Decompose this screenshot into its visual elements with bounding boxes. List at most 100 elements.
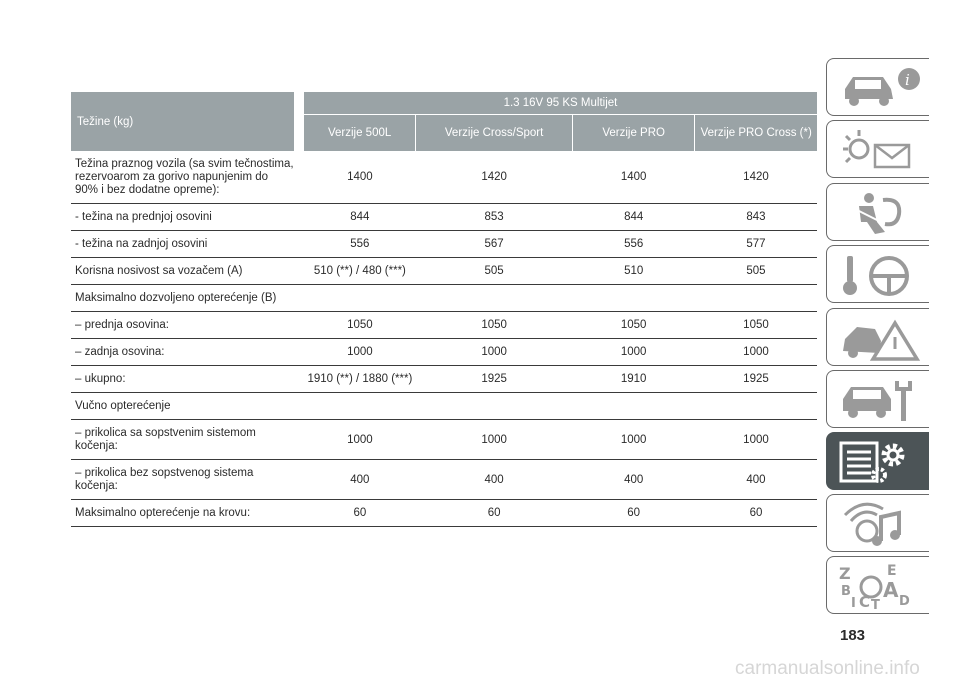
table-row: Maksimalno opterećenje na krovu: 60 60 60 60 <box>71 499 817 527</box>
row-value: 510 <box>572 257 695 285</box>
row-value: 60 <box>572 499 695 527</box>
svg-text:C: C <box>859 593 870 609</box>
table-row: – prednja osovina: 1050 1050 1050 1050 <box>71 311 817 339</box>
row-gap <box>294 499 304 527</box>
row-value: 1420 <box>694 151 817 204</box>
car-maintenance-tools-icon <box>843 381 912 421</box>
header-gap <box>294 92 304 151</box>
row-value <box>415 392 573 420</box>
tab-emergency[interactable] <box>826 308 929 366</box>
row-gap <box>294 151 304 204</box>
row-value: 1400 <box>303 151 416 204</box>
row-value: 1000 <box>694 419 817 460</box>
row-value: 567 <box>415 230 573 258</box>
row-value: 844 <box>303 203 416 231</box>
weights-table: Težine (kg) 1.3 16V 95 KS Multijet Verzi… <box>71 92 817 527</box>
row-label: – ukupno: <box>71 365 295 393</box>
svg-text:I: I <box>851 596 856 609</box>
row-value <box>694 284 817 312</box>
row-value: 1000 <box>572 419 695 460</box>
row-value <box>694 392 817 420</box>
tab-technical-specifications[interactable] <box>826 432 929 490</box>
row-value: 1000 <box>415 338 573 366</box>
warning-lights-message-icon <box>843 130 911 169</box>
svg-text:T: T <box>871 598 880 609</box>
tab-safety[interactable] <box>826 183 929 241</box>
row-value: 1000 <box>303 338 416 366</box>
tab-multimedia[interactable] <box>826 494 929 552</box>
row-gap <box>294 459 304 500</box>
row-gap <box>294 419 304 460</box>
row-value: 844 <box>572 203 695 231</box>
tab-car-info[interactable]: i <box>826 58 929 116</box>
row-gap <box>294 203 304 231</box>
table-row: – prikolica sa sopstvenim sistemom kočen… <box>71 419 817 460</box>
row-value: 577 <box>694 230 817 258</box>
row-gap <box>294 392 304 420</box>
table-row: – ukupno: 1910 (**) / 1880 (***) 1925 1910 1… <box>71 365 817 393</box>
svg-text:i: i <box>905 71 910 89</box>
row-label: – zadnja osovina: <box>71 338 295 366</box>
table-row: - težina na prednjoj osovini 844 853 844 843 <box>71 203 817 231</box>
multimedia-music-icon <box>843 502 901 546</box>
row-value: 1000 <box>572 338 695 366</box>
row-label: - težina na prednjoj osovini <box>71 203 295 231</box>
row-value: 400 <box>303 459 416 500</box>
row-value: 1400 <box>572 151 695 204</box>
row-value: 1910 <box>572 365 695 393</box>
table-row: Vučno opterećenje <box>71 392 817 420</box>
row-value: 853 <box>415 203 573 231</box>
row-value: 556 <box>303 230 416 258</box>
row-value: 510 (**) / 480 (***) <box>303 257 416 285</box>
row-value: 1420 <box>415 151 573 204</box>
weights-header: Težine (kg) <box>71 92 295 151</box>
row-label: - težina na zadnjoj osovini <box>71 230 295 258</box>
key-steering-wheel-icon <box>843 256 909 296</box>
row-value: 843 <box>694 203 817 231</box>
row-value: 505 <box>415 257 573 285</box>
variant-header-500l: Verzije 500L <box>303 114 416 151</box>
table-row: Težina praznog vozila (sa svim tečnostim… <box>71 151 817 204</box>
row-value: 1050 <box>415 311 573 339</box>
row-value: 400 <box>415 459 573 500</box>
table-row: – zadnja osovina: 1000 1000 1000 1000 <box>71 338 817 366</box>
variant-header-pro-cross: Verzije PRO Cross (*) <box>694 114 817 151</box>
svg-text:B: B <box>841 584 851 599</box>
car-breakdown-triangle-icon <box>843 319 921 361</box>
svg-text:Z: Z <box>839 564 851 583</box>
row-gap <box>294 311 304 339</box>
watermark: carmanualsonline.info <box>735 658 920 679</box>
row-gap <box>294 257 304 285</box>
row-gap <box>294 284 304 312</box>
row-value: 60 <box>415 499 573 527</box>
row-value: 505 <box>694 257 817 285</box>
row-value: 1000 <box>694 338 817 366</box>
row-value: 1925 <box>415 365 573 393</box>
row-value: 60 <box>303 499 416 527</box>
svg-text:A: A <box>883 578 899 602</box>
svg-text:D: D <box>899 594 910 609</box>
row-value <box>303 392 416 420</box>
row-value <box>572 392 695 420</box>
row-label: Težina praznog vozila (sa svim tečnostim… <box>71 151 295 204</box>
row-label: Vučno opterećenje <box>71 392 295 420</box>
engine-header: 1.3 16V 95 KS Multijet <box>303 92 817 115</box>
row-value <box>303 284 416 312</box>
table-row: Korisna nosivost sa vozačem (A) 510 (**) … <box>71 257 817 285</box>
row-label: Maksimalno opterećenje na krovu: <box>71 499 295 527</box>
variant-header-pro: Verzije PRO <box>571 114 695 151</box>
row-value: 1910 (**) / 1880 (***) <box>303 365 416 393</box>
car-info-icon: i <box>845 68 920 106</box>
tab-warning-lights[interactable] <box>826 120 929 178</box>
row-value: 1050 <box>694 311 817 339</box>
tab-maintenance[interactable] <box>826 370 929 428</box>
row-label: – prikolica bez sopstvenog sistema kočen… <box>71 459 295 500</box>
page-number: 183 <box>840 627 866 644</box>
table-row: - težina na zadnjoj osovini 556 567 556 577 <box>71 230 817 258</box>
table-row: – prikolica bez sopstvenog sistema kočen… <box>71 459 817 500</box>
tab-starting[interactable] <box>826 245 929 303</box>
row-value: 400 <box>694 459 817 500</box>
table-body: Težina praznog vozila (sa svim tečnostim… <box>71 151 817 527</box>
